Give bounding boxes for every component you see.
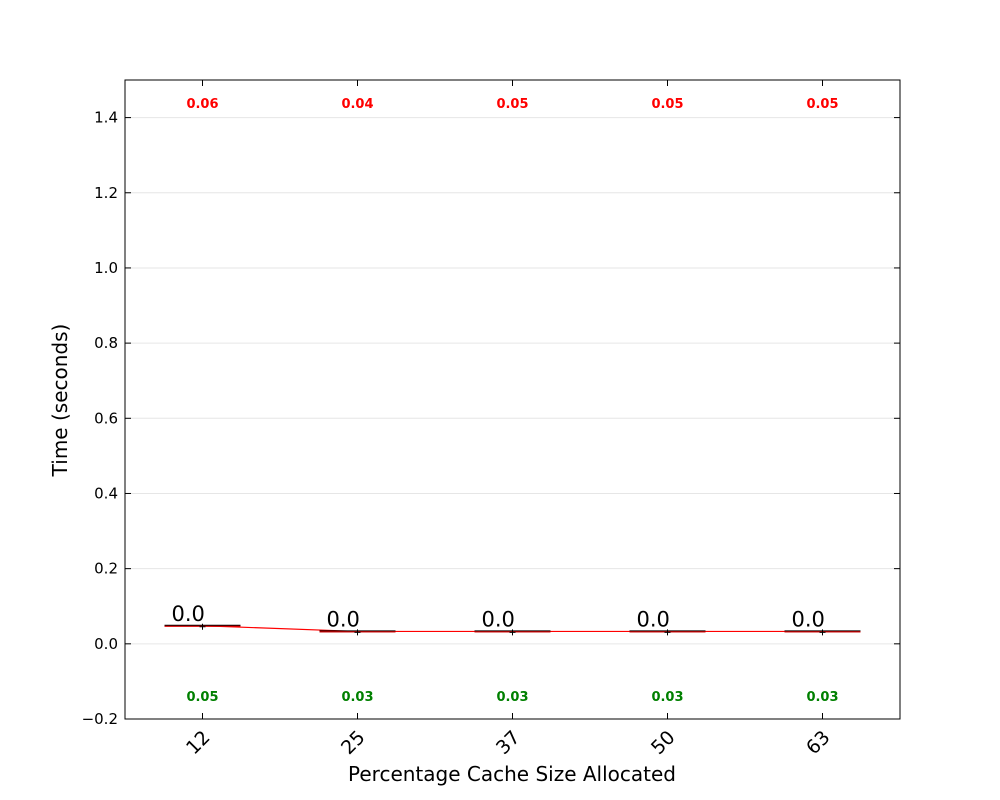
min-value-label: 0.03 bbox=[496, 690, 528, 705]
x-axis-title: Percentage Cache Size Allocated bbox=[348, 762, 676, 786]
x-tick-label: 37 bbox=[492, 726, 525, 759]
median-value-label: 0.0 bbox=[172, 602, 205, 626]
y-tick-label: 0.2 bbox=[94, 560, 118, 578]
median-value-label: 0.0 bbox=[792, 607, 825, 631]
y-tick-label: 1.4 bbox=[94, 109, 118, 127]
y-tick-label: 1.0 bbox=[94, 259, 118, 277]
x-axis: 12 25 37 50 63 bbox=[182, 80, 835, 759]
max-value-label: 0.05 bbox=[651, 97, 683, 112]
median-value-label: 0.0 bbox=[482, 607, 515, 631]
mean-marker bbox=[509, 629, 516, 636]
mean-marker bbox=[819, 629, 826, 636]
mean-marker bbox=[354, 629, 361, 636]
y-tick-label: 1.2 bbox=[94, 184, 118, 202]
y-tick-label: 0.6 bbox=[94, 409, 118, 427]
max-value-label: 0.06 bbox=[186, 97, 218, 112]
mean-marker bbox=[199, 623, 206, 630]
max-value-label: 0.04 bbox=[341, 97, 373, 112]
min-value-label: 0.03 bbox=[806, 690, 838, 705]
max-value-label: 0.05 bbox=[496, 97, 528, 112]
min-value-label: 0.03 bbox=[341, 690, 373, 705]
x-tick-label: 12 bbox=[182, 726, 215, 759]
x-tick-label: 63 bbox=[802, 726, 835, 759]
y-tick-label: 0.0 bbox=[94, 635, 118, 653]
min-value-label: 0.03 bbox=[651, 690, 683, 705]
x-tick-label: 50 bbox=[647, 726, 680, 759]
x-tick-label: 25 bbox=[337, 726, 370, 759]
series-layer bbox=[164, 623, 861, 636]
y-tick-label: 0.8 bbox=[94, 334, 118, 352]
mean-marker bbox=[664, 629, 671, 636]
y-axis-title: Time (seconds) bbox=[48, 324, 72, 478]
annotations-layer: 0.0 0.0 0.0 0.0 0.0 0.06 0.04 0.05 0.05 0.05 0.05 0… bbox=[172, 97, 839, 705]
y-axis: −0.2 0.0 0.2 0.4 0.6 0.8 1.0 1.2 1.4 bbox=[82, 109, 900, 728]
gridlines bbox=[125, 117, 900, 720]
min-value-label: 0.05 bbox=[186, 690, 218, 705]
max-value-label: 0.05 bbox=[806, 97, 838, 112]
y-tick-label: 0.4 bbox=[94, 484, 118, 502]
y-tick-label: −0.2 bbox=[82, 710, 118, 728]
median-value-label: 0.0 bbox=[327, 607, 360, 631]
median-value-label: 0.0 bbox=[637, 607, 670, 631]
